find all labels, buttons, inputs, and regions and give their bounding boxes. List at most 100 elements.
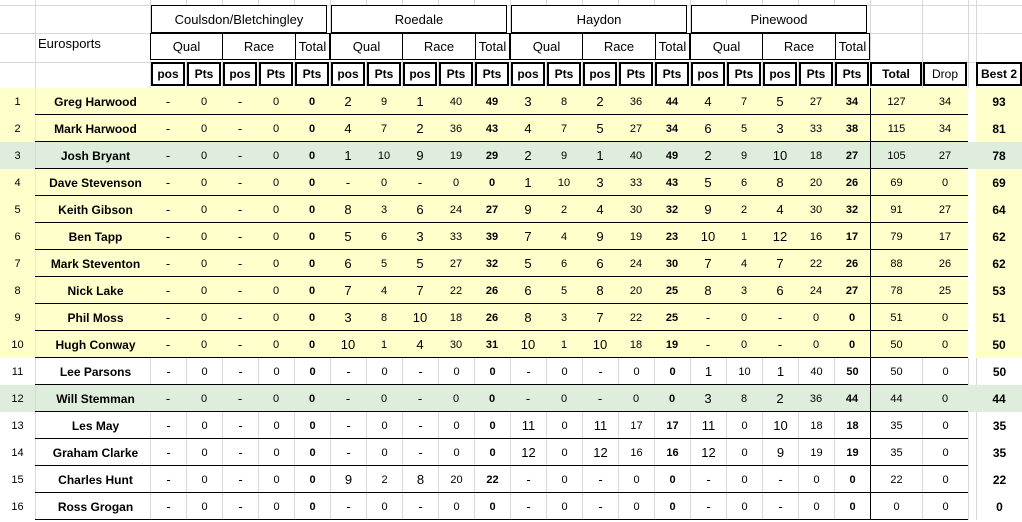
pos-cell[interactable]: - [582,466,618,493]
pos-cell[interactable]: - [222,493,258,520]
pts-cell[interactable]: 24 [809,284,823,297]
pos-cell[interactable]: - [510,466,546,493]
pts-header[interactable]: Pts [187,62,221,86]
pos-cell[interactable]: - [777,310,783,325]
pts-cell[interactable]: 2 [560,203,568,216]
drop-cell[interactable]: 0 [922,493,968,520]
pts-cell[interactable]: 1 [560,338,568,351]
venue-total-cell[interactable]: 0 [294,466,330,493]
pos-cell[interactable]: - [222,358,258,385]
rank-cell[interactable]: 9 [14,311,21,324]
pts-header[interactable]: Pts [295,62,329,86]
pos-cell[interactable]: - [237,283,243,298]
pos-cell[interactable]: 10 [762,412,798,439]
pts-cell[interactable]: 6 [740,176,748,189]
pos-cell[interactable]: 1 [344,148,352,163]
pts-cell[interactable]: 30 [809,203,823,216]
pts-cell[interactable]: 7 [740,95,748,108]
pos-cell[interactable]: - [150,439,186,466]
venue-total-cell[interactable]: 19 [665,338,679,351]
pos-cell[interactable]: 4 [596,202,604,217]
total-subheader[interactable]: Total [835,33,870,60]
name-cell[interactable]: Ross Grogan [35,493,150,520]
rank-cell[interactable]: 1 [14,95,21,108]
pts-cell[interactable]: 4 [740,257,748,270]
pts-cell[interactable]: 0 [726,412,762,439]
pts-cell[interactable]: 0 [272,176,280,189]
best2-cell[interactable]: 64 [992,202,1006,217]
name-cell[interactable]: Les May [35,412,150,439]
pos-cell[interactable]: - [237,229,243,244]
pos-cell[interactable]: - [417,175,423,190]
pos-cell[interactable]: 12 [772,229,788,244]
pts-cell[interactable]: 3 [740,284,748,297]
pos-header[interactable]: pos [151,62,185,86]
venue-total-cell[interactable]: 29 [485,149,499,162]
pos-cell[interactable]: 10 [520,337,536,352]
pos-cell[interactable]: 4 [704,94,712,109]
total-cell[interactable]: 88 [870,250,922,277]
pos-cell[interactable]: 12 [510,439,546,466]
pos-cell[interactable]: - [510,358,546,385]
pts-cell[interactable]: 0 [798,466,834,493]
venue-total-cell[interactable]: 32 [845,203,859,216]
race-header[interactable]: Race [402,33,476,60]
name-cell[interactable]: Josh Bryant [35,142,150,169]
pts-cell[interactable]: 22 [629,311,643,324]
pts-cell[interactable]: 0 [258,493,294,520]
pos-cell[interactable]: - [165,148,171,163]
pos-cell[interactable]: 1 [762,358,798,385]
pts-cell[interactable]: 0 [272,392,280,405]
venue-total-cell[interactable]: 0 [474,358,510,385]
pts-cell[interactable]: 0 [812,311,820,324]
venue-total-cell[interactable]: 44 [665,95,679,108]
pts-cell[interactable]: 0 [726,466,762,493]
total-cell[interactable]: 0 [870,493,922,520]
drop-cell[interactable]: 26 [938,257,952,270]
drop-cell[interactable]: 0 [941,392,949,405]
pts-cell[interactable]: 2 [366,466,402,493]
name-cell[interactable]: Graham Clarke [35,439,150,466]
pts-cell[interactable]: 0 [272,149,280,162]
pts-cell[interactable]: 0 [438,493,474,520]
venue-total-cell[interactable]: 0 [474,412,510,439]
rank-cell[interactable]: 13 [11,419,24,432]
pos-header[interactable]: pos [331,62,365,86]
pts-header[interactable]: Pts [799,62,833,86]
race-header[interactable]: Race [582,33,656,60]
pts-cell[interactable]: 8 [740,392,748,405]
venue-total-cell[interactable]: 0 [834,493,870,520]
pos-cell[interactable]: - [222,439,258,466]
pts-cell[interactable]: 0 [186,493,222,520]
pos-cell[interactable]: 7 [416,283,424,298]
summary-total-header[interactable]: Total [870,62,922,86]
venue-total-cell[interactable]: 17 [845,230,859,243]
venue-total-cell[interactable]: 26 [845,176,859,189]
pts-cell[interactable]: 0 [272,257,280,270]
pos-cell[interactable]: 1 [596,148,604,163]
pts-cell[interactable]: 0 [200,257,208,270]
drop-cell[interactable]: 27 [938,149,952,162]
pos-cell[interactable]: 9 [524,202,532,217]
pos-cell[interactable]: - [237,148,243,163]
pos-cell[interactable]: 5 [776,94,784,109]
rank-cell[interactable]: 15 [11,473,24,486]
total-subheader[interactable]: Total [295,33,330,60]
pos-cell[interactable]: 5 [704,175,712,190]
venue-total-cell[interactable]: 0 [668,392,676,405]
venue-total-cell[interactable]: 27 [845,284,859,297]
drop-cell[interactable]: 25 [938,284,952,297]
name-cell[interactable]: Hugh Conway [35,331,150,358]
pos-cell[interactable]: 6 [524,283,532,298]
pts-cell[interactable]: 8 [560,95,568,108]
name-cell[interactable]: Keith Gibson [35,196,150,223]
rank-cell[interactable]: 12 [11,392,24,405]
pts-cell[interactable]: 4 [380,284,388,297]
pts-cell[interactable]: 0 [186,466,222,493]
pos-cell[interactable]: - [330,439,366,466]
total-cell[interactable]: 127 [870,88,922,115]
venue-total-cell[interactable]: 26 [845,257,859,270]
pts-cell[interactable]: 0 [272,122,280,135]
venue-total-cell[interactable]: 25 [665,311,679,324]
pos-cell[interactable]: - [690,466,726,493]
